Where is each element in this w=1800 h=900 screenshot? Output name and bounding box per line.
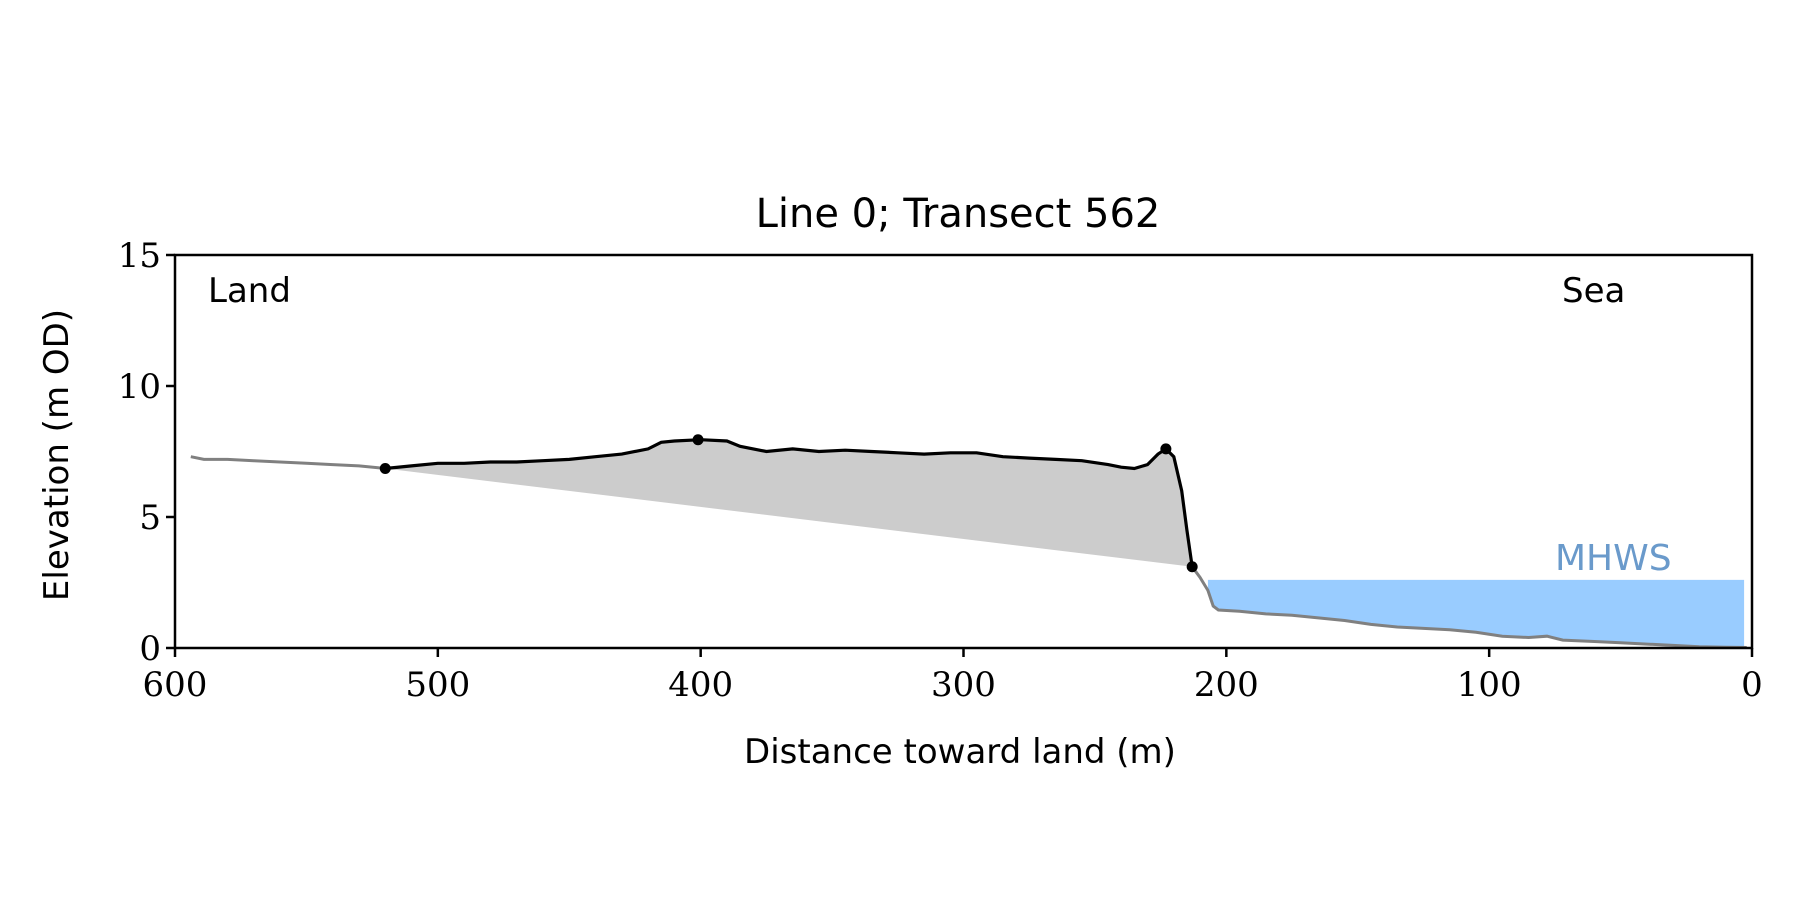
x-tick-label-300: 300: [931, 665, 996, 705]
key-point-2: [1160, 443, 1172, 455]
x-axis-label: Distance toward land (m): [744, 732, 1176, 772]
key-point-0: [379, 463, 391, 475]
sea-annotation: Sea: [1562, 271, 1625, 311]
x-tick-label-500: 500: [405, 665, 470, 705]
y-axis-label: Elevation (m OD): [37, 309, 77, 601]
x-tick-label-0: 0: [1741, 665, 1763, 705]
key-point-1: [692, 434, 704, 446]
x-tick-label-400: 400: [668, 665, 733, 705]
x-tick-label-600: 600: [143, 665, 208, 705]
axes-layer: 600 500 400 300 200 100 0 0 5 10 15: [118, 236, 1763, 705]
mhws-label: MHWS: [1555, 538, 1672, 579]
chart-title: Line 0; Transect 562: [756, 191, 1161, 237]
y-tick-label-15: 15: [118, 236, 161, 276]
y-tick-label-10: 10: [118, 367, 161, 407]
land-annotation: Land: [208, 271, 291, 311]
x-tick-label-100: 100: [1457, 665, 1522, 705]
y-tick-label-0: 0: [139, 629, 161, 669]
key-point-3: [1186, 561, 1198, 573]
y-tick-label-5: 5: [139, 498, 161, 538]
x-tick-label-200: 200: [1194, 665, 1259, 705]
plot-layer: [190, 434, 1747, 649]
profile-line-seaward: [1190, 565, 1747, 649]
profile-line-selected: [385, 438, 1194, 568]
profile-line-landward: [190, 455, 386, 470]
mhws-water-area: [1207, 579, 1745, 648]
volume-fill-area: [385, 439, 1193, 567]
